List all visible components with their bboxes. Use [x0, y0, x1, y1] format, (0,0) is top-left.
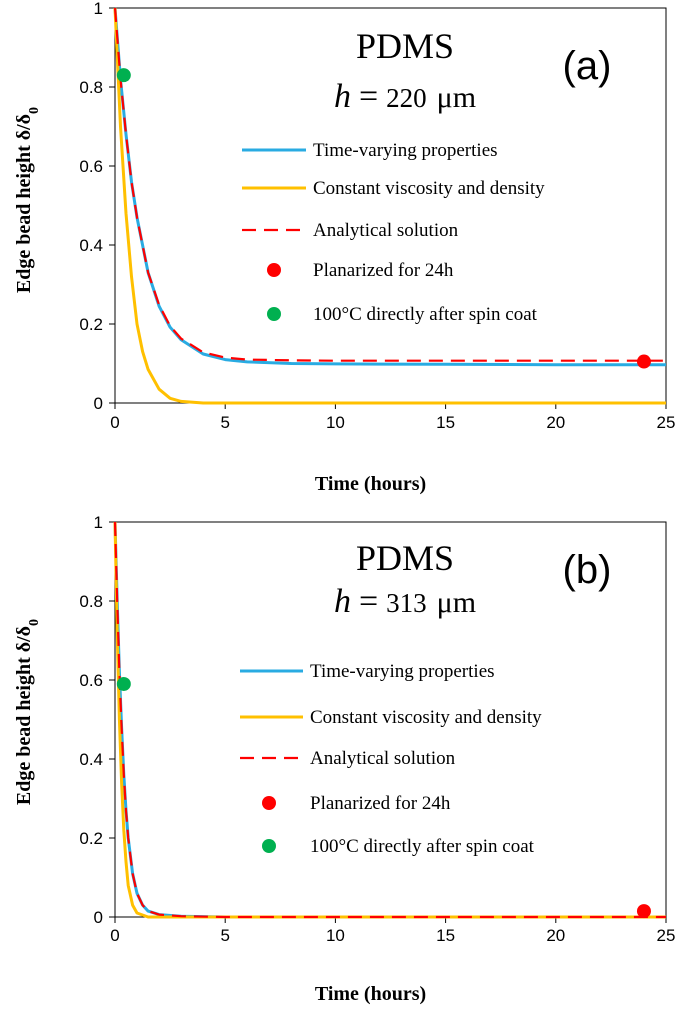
legend-label-1: Constant viscosity and density — [313, 178, 545, 199]
y-axis-label-subscript: 0 — [27, 107, 42, 114]
subtitle-variable: h — [334, 583, 351, 620]
legend-marker-4 — [262, 839, 276, 853]
chart-subtitle: h = 313 μm — [334, 583, 476, 620]
x-tick-label: 25 — [657, 413, 676, 432]
subtitle-unit: μm — [437, 586, 476, 619]
y-tick-label: 1 — [94, 513, 103, 532]
legend-label-2: Analytical solution — [310, 748, 456, 769]
legend: Time-varying properties Constant viscosit… — [240, 661, 542, 857]
y-tick-label: 0 — [94, 394, 103, 413]
x-tick-label: 15 — [436, 926, 455, 945]
subtitle-equals: = — [359, 583, 378, 620]
chart-panel-b: 0 5 10 15 20 25 0 0.2 0.4 0.6 0.8 1 Time (hours) Edge… — [13, 513, 675, 1005]
y-tick-label: 0.8 — [79, 592, 103, 611]
legend-label-3: Planarized for 24h — [310, 793, 451, 814]
y-tick-label: 0.8 — [79, 78, 103, 97]
panel-label: (b) — [563, 548, 612, 592]
series-line-2 — [113, 521, 666, 919]
y-tick-label: 0 — [94, 908, 103, 927]
chart-panel-a: 0 5 10 15 20 25 0 0.2 0.4 0.6 0.8 1 Time (hours) Edge… — [13, 0, 675, 495]
y-tick-label: 0.2 — [79, 315, 103, 334]
data-point-4 — [116, 676, 131, 691]
series-line-1 — [113, 521, 666, 919]
data-point-3 — [636, 904, 651, 919]
legend-marker-3 — [262, 796, 276, 810]
x-tick-label: 5 — [220, 926, 229, 945]
legend-marker-4 — [267, 307, 281, 321]
y-tick-label: 0.2 — [79, 829, 103, 848]
x-tick-label: 10 — [326, 926, 345, 945]
series-line-2 — [113, 7, 666, 362]
legend-label-0: Time-varying properties — [313, 140, 498, 161]
x-tick-label: 20 — [546, 413, 565, 432]
chart-title: PDMS — [356, 538, 454, 578]
chart-subtitle: h = 220 μm — [334, 78, 476, 115]
legend: Time-varying properties Constant viscosit… — [242, 140, 545, 325]
series-line-1 — [113, 7, 666, 405]
subtitle-value: 313 — [386, 588, 427, 618]
x-tick-label: 0 — [110, 926, 119, 945]
data-point-3 — [636, 354, 651, 369]
y-axis-label-subscript: 0 — [27, 619, 42, 626]
legend-label-4: 100°C directly after spin coat — [313, 304, 538, 325]
x-tick-label: 15 — [436, 413, 455, 432]
y-tick-label: 0.4 — [79, 750, 103, 769]
subtitle-variable: h — [334, 78, 351, 115]
data-point-4 — [116, 68, 131, 83]
legend-label-3: Planarized for 24h — [313, 260, 454, 281]
x-axis-label: Time (hours) — [315, 983, 426, 1005]
x-tick-label: 10 — [326, 413, 345, 432]
y-axis-label: Edge bead height δ/δ0 — [13, 107, 42, 293]
y-tick-label: 0.4 — [79, 236, 103, 255]
y-tick-label: 0.6 — [79, 671, 103, 690]
legend-marker-3 — [267, 263, 281, 277]
x-tick-label: 25 — [657, 926, 676, 945]
subtitle-unit: μm — [437, 81, 476, 114]
legend-label-1: Constant viscosity and density — [310, 707, 542, 728]
legend-label-4: 100°C directly after spin coat — [310, 836, 535, 857]
y-axis-label-main: Edge bead height δ/δ — [13, 626, 35, 805]
y-tick-label: 0.6 — [79, 157, 103, 176]
y-axis-label-main: Edge bead height δ/δ — [13, 114, 35, 293]
subtitle-equals: = — [359, 78, 378, 115]
x-tick-label: 20 — [546, 926, 565, 945]
legend-label-2: Analytical solution — [313, 220, 459, 241]
panel-label: (a) — [563, 44, 612, 88]
subtitle-value: 220 — [386, 83, 427, 113]
x-tick-label: 0 — [110, 413, 119, 432]
y-axis-label: Edge bead height δ/δ0 — [13, 619, 42, 805]
legend-label-0: Time-varying properties — [310, 661, 495, 682]
y-tick-label: 1 — [94, 0, 103, 18]
x-axis-label: Time (hours) — [315, 473, 426, 495]
chart-title: PDMS — [356, 26, 454, 66]
x-tick-label: 5 — [220, 413, 229, 432]
